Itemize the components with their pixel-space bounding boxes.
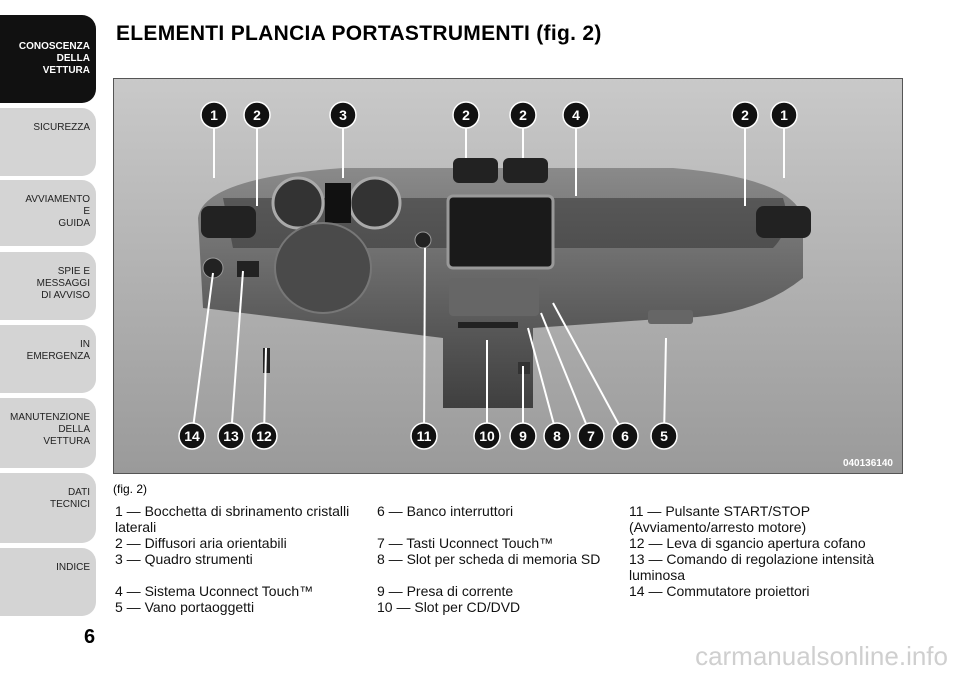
callout-circle <box>770 101 798 129</box>
leader <box>191 272 214 437</box>
legend-item: 14 — Commutatore proiettori <box>629 583 810 599</box>
callout-circle <box>178 422 206 450</box>
callout-circle <box>452 101 480 129</box>
tab-line: CONOSCENZA <box>18 41 90 52</box>
callout-label: 6 <box>621 428 629 444</box>
callout-label: 4 <box>572 107 580 123</box>
legend-item: 8 — Slot per scheda di memoria SD <box>377 551 601 567</box>
callout-label: 2 <box>462 107 470 123</box>
callout-circle <box>329 101 357 129</box>
leader <box>423 247 426 437</box>
tab-line: DI AVVISO <box>41 290 90 301</box>
callout-label: 2 <box>253 107 261 123</box>
callout-label: 8 <box>553 428 561 444</box>
leader <box>527 327 558 437</box>
sidebar-tab: MANUTENZIONE DELLA VETTURA <box>0 398 96 468</box>
legend: 1 — Bocchetta di sbrinamento cristalli l… <box>115 503 889 615</box>
callout-circle <box>577 422 605 450</box>
callout-circle <box>200 101 228 129</box>
legend-item: 9 — Presa di corrente <box>377 583 514 599</box>
legend-item: 1 — Bocchetta di sbrinamento cristalli l… <box>115 503 350 535</box>
callout-circle <box>509 422 537 450</box>
title: ELEMENTI PLANCIA PORTASTRUMENTI (fig. 2) <box>116 22 602 45</box>
leader <box>263 347 267 437</box>
tab-line: VETTURA <box>42 65 90 76</box>
figure-code: 040136140 <box>843 458 893 469</box>
callout-label: 2 <box>519 107 527 123</box>
leader <box>663 337 667 437</box>
tab-line: GUIDA <box>58 218 90 229</box>
callout-circle <box>611 422 639 450</box>
figure: 040136140 1 2 3 2 2 4 2 114 13 12 11 10 9 8 7 6 5 <box>113 78 903 474</box>
callout-label: 3 <box>339 107 347 123</box>
tab-line: DELLA <box>58 424 90 435</box>
leader <box>230 270 244 437</box>
tab-line: IN <box>80 339 90 350</box>
legend-item: 12 — Leva di sgancio apertura cofano <box>629 535 866 551</box>
callout-circle <box>250 422 278 450</box>
callout-label: 1 <box>780 107 788 123</box>
sidebar-tab: CONOSCENZA DELLA VETTURA <box>0 15 96 103</box>
callout-label: 1 <box>210 107 218 123</box>
legend-item: 10 — Slot per CD/DVD <box>377 599 521 615</box>
sidebar-tab: DATI TECNICI <box>0 473 96 543</box>
tab-line: DELLA <box>56 53 90 64</box>
callout-label: 2 <box>741 107 749 123</box>
caption: (fig. 2) <box>113 482 148 496</box>
callout-label: 9 <box>519 428 527 444</box>
tab-line: MESSAGGI <box>36 278 90 289</box>
callout-label: 10 <box>479 428 495 444</box>
legend-item: 5 — Vano portaoggetti <box>115 599 255 615</box>
sidebar-tab: SICUREZZA <box>0 108 96 176</box>
watermark: carmanualsonline.info <box>695 641 948 671</box>
tab-line: SPIE E <box>57 266 90 277</box>
callout-circle <box>243 101 271 129</box>
tab-line: MANUTENZIONE <box>10 412 90 423</box>
tab-line: E <box>83 206 90 217</box>
callout-circle <box>650 422 678 450</box>
tab-line: VETTURA <box>43 436 90 447</box>
legend-item: 11 — Pulsante START/STOP (Avviamento/arr… <box>629 503 810 535</box>
sidebar-tab: AVVIAMENTO E GUIDA <box>0 180 96 246</box>
tab-line: INDICE <box>56 562 90 573</box>
sidebar-tab: SPIE E MESSAGGI DI AVVISO <box>0 252 96 320</box>
callout-label: 5 <box>660 428 668 444</box>
sidebar-tab: INDICE <box>0 548 96 616</box>
callout-circle <box>410 422 438 450</box>
callout-circle <box>509 101 537 129</box>
leader <box>540 312 592 437</box>
page-number: 6 <box>84 626 96 648</box>
legend-item: 7 — Tasti Uconnect Touch™ <box>377 535 554 551</box>
callout-circle <box>473 422 501 450</box>
callout-circle <box>562 101 590 129</box>
tab-line: AVVIAMENTO <box>25 194 90 205</box>
legend-item: 2 — Diffusori aria orientabili <box>115 535 287 551</box>
tab-line: DATI <box>67 487 90 498</box>
callout-label: 7 <box>587 428 595 444</box>
legend-item: 4 — Sistema Uconnect Touch™ <box>115 583 314 599</box>
callout-circle <box>731 101 759 129</box>
tab-line: SICUREZZA <box>33 122 90 133</box>
tab-line: EMERGENZA <box>26 351 90 362</box>
callout-circle <box>543 422 571 450</box>
callout-label: 12 <box>256 428 272 444</box>
tab-line: TECNICI <box>50 499 90 510</box>
sidebar-tab: IN EMERGENZA <box>0 325 96 393</box>
callout-circle <box>217 422 245 450</box>
callout-label: 13 <box>223 428 239 444</box>
legend-item: 6 — Banco interruttori <box>377 503 514 519</box>
legend-item: 13 — Comando di regolazione intensità lu… <box>629 551 875 583</box>
leader <box>552 302 626 437</box>
callout-label: 11 <box>417 428 432 444</box>
legend-item: 3 — Quadro strumenti <box>115 551 253 567</box>
callout-label: 14 <box>184 428 200 444</box>
